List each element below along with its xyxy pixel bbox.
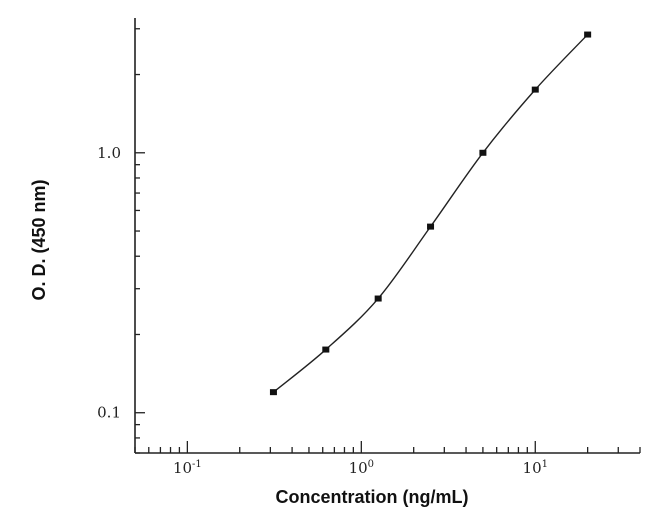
x-tick-label: 10-1 [173, 459, 202, 477]
data-point [374, 295, 382, 302]
data-point [584, 31, 592, 38]
y-tick-label: 0.1 [97, 404, 121, 422]
fitted-curve [273, 34, 589, 393]
x-axis-title: Concentration (ng/mL) [276, 487, 469, 507]
y-axis-title: O. D. (450 nm) [29, 179, 49, 300]
data-point [531, 86, 539, 93]
x-axis-ticks: 10-1 100 101 [134, 441, 641, 477]
data-point [322, 346, 330, 353]
data-point [269, 389, 277, 396]
y-tick-label: 1.0 [97, 144, 121, 162]
data-point [427, 223, 435, 230]
axes [134, 18, 640, 454]
fitted-curve-layer [273, 34, 589, 393]
data-points [269, 31, 592, 396]
data-point [479, 149, 487, 156]
x-tick-label: 100 [349, 459, 374, 477]
y-axis-ticks: 0.1 1.0 [97, 28, 145, 454]
x-tick-label: 101 [523, 459, 548, 477]
